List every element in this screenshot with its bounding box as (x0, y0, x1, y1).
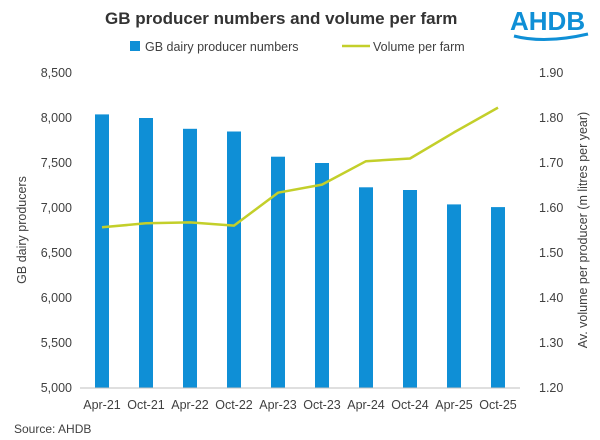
bar (183, 128, 197, 389)
left-tick-label: 7,500 (41, 156, 72, 170)
legend: GB dairy producer numbers Volume per farm (130, 40, 465, 54)
bar (359, 187, 373, 388)
right-axis: 1.20 1.30 1.40 1.50 1.60 1.70 1.80 1.90 (539, 66, 563, 395)
x-tick-label: Oct-23 (303, 398, 341, 412)
bar (491, 207, 505, 388)
source-note: Source: AHDB (14, 422, 91, 436)
bar (139, 118, 153, 388)
bar (315, 163, 329, 388)
bar (227, 131, 241, 388)
x-tick-label: Apr-24 (347, 398, 385, 412)
left-tick-label: 8,000 (41, 111, 72, 125)
legend-item-volume: Volume per farm (342, 40, 465, 54)
x-tick-label: Oct-21 (127, 398, 165, 412)
right-axis-label: Av. volume per producer (m litres per ye… (576, 112, 590, 348)
left-axis: 5,000 5,500 6,000 6,500 7,000 7,500 8,000 8,500 (41, 66, 72, 395)
bar (447, 204, 461, 388)
left-tick-label: 7,000 (41, 201, 72, 215)
volume-line (101, 106, 499, 229)
x-tick-label: Oct-25 (479, 398, 517, 412)
left-tick-label: 5,500 (41, 336, 72, 350)
legend-label: Volume per farm (373, 40, 465, 54)
right-tick-label: 1.70 (539, 156, 563, 170)
bar-series (95, 114, 505, 389)
legend-item-producers: GB dairy producer numbers (130, 40, 299, 54)
x-tick-label: Apr-21 (83, 398, 121, 412)
right-tick-label: 1.50 (539, 246, 563, 260)
bar (271, 156, 285, 388)
left-tick-label: 8,500 (41, 66, 72, 80)
left-tick-label: 6,500 (41, 246, 72, 260)
left-axis-label: GB dairy producers (15, 176, 29, 284)
right-tick-label: 1.30 (539, 336, 563, 350)
legend-swatch-bar (130, 41, 140, 51)
chart-title: GB producer numbers and volume per farm (105, 9, 457, 28)
x-tick-label: Apr-25 (435, 398, 473, 412)
x-tick-label: Apr-22 (171, 398, 209, 412)
right-tick-label: 1.80 (539, 111, 563, 125)
x-tick-label: Apr-23 (259, 398, 297, 412)
right-tick-label: 1.60 (539, 201, 563, 215)
right-tick-label: 1.20 (539, 381, 563, 395)
bar (403, 190, 417, 388)
left-tick-label: 6,000 (41, 291, 72, 305)
logo-swoosh (513, 32, 589, 42)
logo: AHDB (510, 6, 589, 42)
x-tick-label: Oct-24 (391, 398, 429, 412)
logo-text: AHDB (510, 6, 585, 36)
right-tick-label: 1.40 (539, 291, 563, 305)
bar (95, 114, 109, 389)
left-tick-label: 5,000 (41, 381, 72, 395)
line-series (101, 106, 499, 229)
right-tick-label: 1.90 (539, 66, 563, 80)
legend-label: GB dairy producer numbers (145, 40, 299, 54)
x-tick-label: Oct-22 (215, 398, 253, 412)
x-axis: Apr-21 Oct-21 Apr-22 Oct-22 Apr-23 Oct-23 Apr-… (80, 387, 520, 412)
